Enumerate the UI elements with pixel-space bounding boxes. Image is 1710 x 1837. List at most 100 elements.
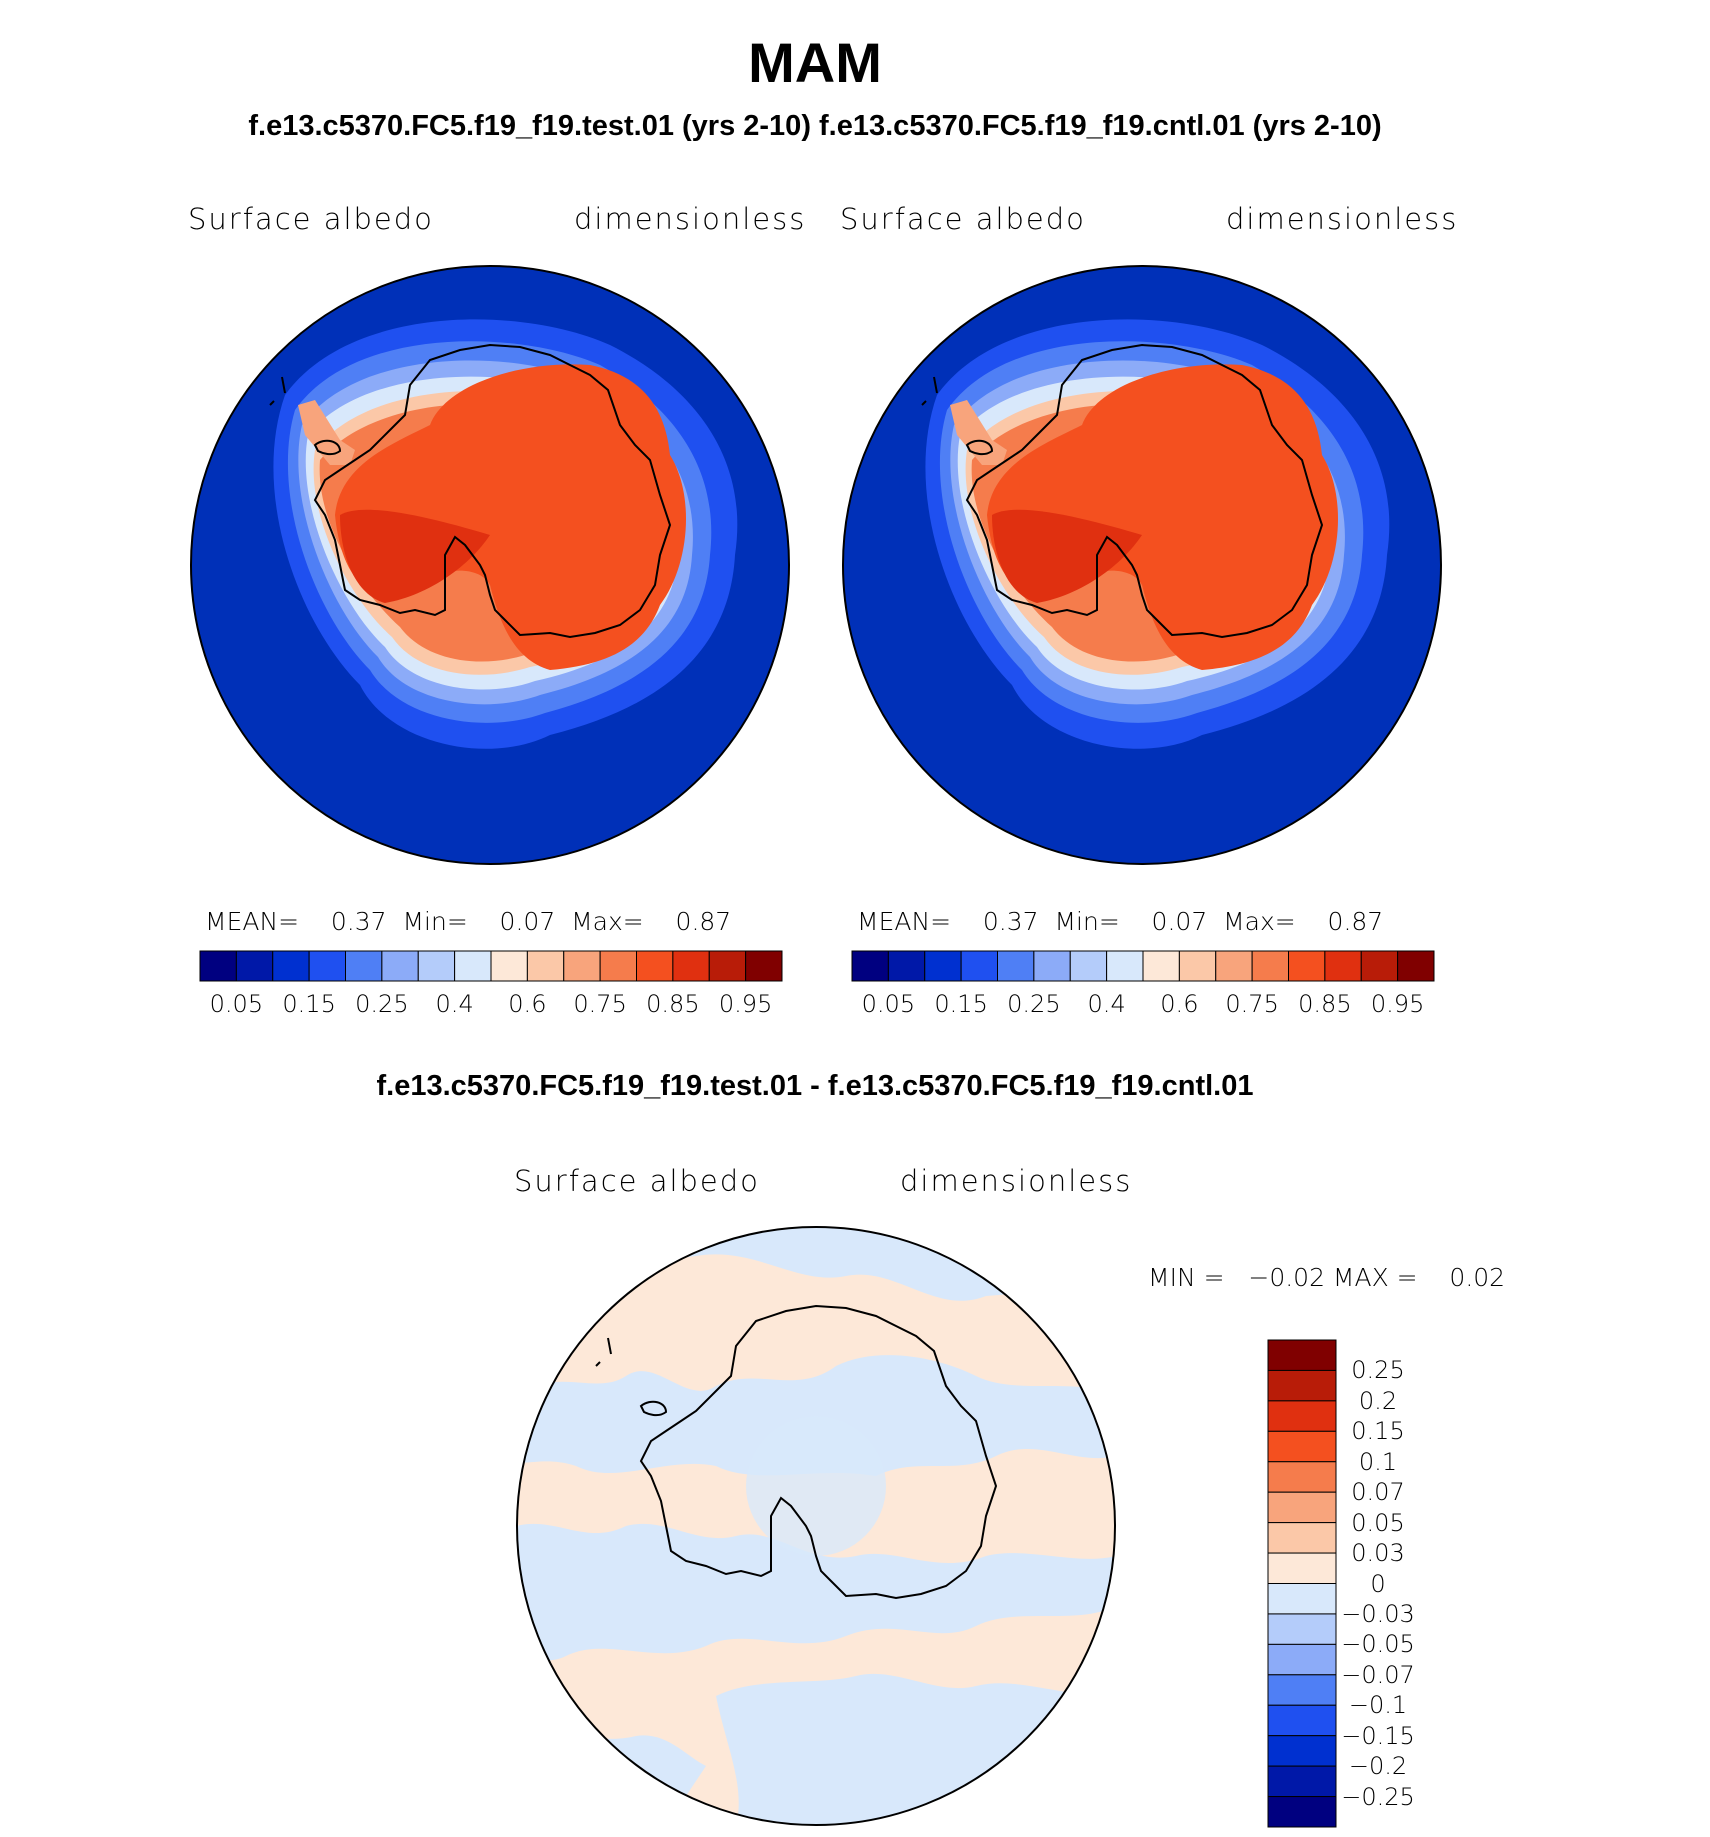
panel1-colorbar-box xyxy=(308,950,346,982)
panel2-colorbar xyxy=(851,950,1435,982)
case-subtitle: f.e13.c5370.FC5.f19_f19.test.01 (yrs 2-1… xyxy=(248,110,1382,142)
diff-colorbar-tick-label: −0.2 xyxy=(1348,1752,1408,1781)
panel2-colorbar-box xyxy=(1397,950,1435,982)
diff-colorbar-tick-label: 0.05 xyxy=(1351,1508,1405,1537)
panel1-colorbar-tick-label: 0.6 xyxy=(508,990,547,1018)
diff-colorbar-box xyxy=(1267,1491,1337,1524)
panel2-colorbar-tick-label: 0.95 xyxy=(1370,990,1425,1018)
panel1-colorbar-tick-label: 0.25 xyxy=(355,990,409,1018)
diff-colorbar-tick-label: 0.25 xyxy=(1351,1356,1405,1385)
panel2-colorbar-box xyxy=(1033,950,1071,982)
panel2-colorbar-box xyxy=(1360,950,1399,982)
panel2-colorbar-box xyxy=(960,950,998,982)
panel1-colorbar-box xyxy=(454,950,492,982)
panel2-coastline xyxy=(965,343,1324,639)
diff-colorbar-box xyxy=(1267,1674,1337,1706)
panel2-colorbar-tick-label: 0.15 xyxy=(934,990,988,1018)
panel2-colorbar-box xyxy=(1251,950,1289,982)
diff-units-label: dimensionless xyxy=(900,1164,1133,1198)
panel1-field xyxy=(191,266,789,864)
panel2-units-label: dimensionless xyxy=(1226,202,1459,236)
panel1-colorbar-box xyxy=(235,950,274,982)
panel2-map xyxy=(842,265,1442,865)
diff-colorbar-box xyxy=(1267,1613,1337,1645)
panel1-units-label: dimensionless xyxy=(574,202,807,236)
panel1-colorbar-box xyxy=(417,950,456,982)
diff-colorbar-tick-label: 0.1 xyxy=(1358,1447,1398,1476)
difference-map xyxy=(516,1226,1116,1826)
panel1-colorbar-tick-label: 0.15 xyxy=(282,990,336,1018)
panel2-field xyxy=(843,266,1441,864)
diff-colorbar-box xyxy=(1267,1552,1337,1584)
diff-colorbar xyxy=(1267,1339,1337,1828)
panel1-colorbar-box xyxy=(745,950,783,982)
panel2-colorbar-box xyxy=(851,950,889,982)
panel2-map-border xyxy=(842,265,1442,865)
panel2-colorbar-tick-label: 0.85 xyxy=(1298,990,1352,1018)
panel2-colorbar-tick-label: 0.4 xyxy=(1087,990,1126,1018)
diff-colorbar-ticks: 0.25 0.2 0.15 0.1 0.07 0.05 0.03 0 −0.03 −0.05 −0.… xyxy=(1340,1340,1420,1827)
panel2-colorbar-box xyxy=(1324,950,1362,982)
panel1-colorbar-box xyxy=(381,950,419,982)
panel2-colorbar-ticks: 0.05 0.15 0.25 0.4 0.6 0.75 0.85 0.95 xyxy=(852,990,1434,1020)
diff-colorbar-tick-label: 0.07 xyxy=(1351,1478,1405,1507)
diff-colorbar-box xyxy=(1267,1704,1337,1737)
diff-colorbar-box xyxy=(1267,1583,1337,1615)
diff-colorbar-tick-label: 0 xyxy=(1370,1569,1386,1598)
panel1-colorbar-box xyxy=(599,950,637,982)
panel1-colorbar-box xyxy=(526,950,565,982)
diff-colorbar-tick-label: −0.05 xyxy=(1341,1630,1415,1659)
difference-field xyxy=(517,1227,1115,1825)
panel1-colorbar-tick-label: 0.95 xyxy=(718,990,773,1018)
panel1-colorbar-box xyxy=(490,950,528,982)
panel1-colorbar-box xyxy=(345,950,383,982)
panel2-colorbar-box xyxy=(1215,950,1253,982)
panel2-variable-label: Surface albedo xyxy=(840,202,1086,236)
panel1-coastline xyxy=(313,343,672,639)
panel1-colorbar xyxy=(199,950,783,982)
panel2-colorbar-box xyxy=(1142,950,1180,982)
diff-colorbar-tick-label: −0.15 xyxy=(1341,1721,1415,1750)
diff-colorbar-box xyxy=(1267,1339,1337,1371)
diff-colorbar-tick-label: −0.1 xyxy=(1348,1691,1408,1720)
diff-colorbar-box xyxy=(1267,1400,1337,1432)
diff-colorbar-box xyxy=(1267,1430,1337,1463)
difference-title: f.e13.c5370.FC5.f19_f19.test.01 - f.e13.… xyxy=(376,1070,1254,1102)
diff-colorbar-box xyxy=(1267,1765,1337,1798)
panel1-colorbar-tick-label: 0.05 xyxy=(209,990,264,1018)
panel1-colorbar-box xyxy=(199,950,237,982)
diff-colorbar-tick-label: −0.25 xyxy=(1341,1782,1415,1811)
panel1-stats: MEAN= 0.37 Min= 0.07 Max= 0.87 xyxy=(205,907,732,936)
diff-colorbar-tick-label: 0.03 xyxy=(1351,1539,1405,1568)
diff-colorbar-tick-label: −0.03 xyxy=(1341,1599,1415,1628)
panel1-colorbar-box xyxy=(563,950,601,982)
panel2-colorbar-box xyxy=(1106,950,1144,982)
panel2-colorbar-tick-label: 0.05 xyxy=(861,990,916,1018)
panel1-map xyxy=(190,265,790,865)
page-title: MAM xyxy=(748,31,882,94)
diff-map-border xyxy=(516,1226,1116,1826)
diff-colorbar-box xyxy=(1267,1796,1337,1828)
diff-colorbar-box xyxy=(1267,1522,1337,1554)
panel1-colorbar-box xyxy=(672,950,710,982)
panel1-colorbar-box xyxy=(708,950,747,982)
panel1-colorbar-tick-label: 0.4 xyxy=(435,990,474,1018)
panel2-colorbar-tick-label: 0.6 xyxy=(1160,990,1199,1018)
diff-stats: MIN = −0.02 MAX = 0.02 xyxy=(1148,1263,1506,1292)
panel2-colorbar-box xyxy=(1288,950,1326,982)
diff-colorbar-tick-label: −0.07 xyxy=(1341,1660,1415,1689)
panel2-colorbar-box xyxy=(924,950,962,982)
diff-colorbar-tick-label: 0.15 xyxy=(1351,1417,1405,1446)
panel2-colorbar-box xyxy=(887,950,926,982)
panel1-colorbar-tick-label: 0.85 xyxy=(646,990,700,1018)
panel2-colorbar-box xyxy=(1069,950,1108,982)
panel1-variable-label: Surface albedo xyxy=(188,202,434,236)
panel1-colorbar-box xyxy=(636,950,674,982)
panel1-colorbar-ticks: 0.05 0.15 0.25 0.4 0.6 0.75 0.85 0.95 xyxy=(200,990,782,1020)
diff-colorbar-tick-label: 0.2 xyxy=(1358,1386,1398,1415)
diff-coastline xyxy=(639,1304,998,1600)
panel2-colorbar-tick-label: 0.75 xyxy=(1225,990,1279,1018)
panel2-colorbar-box xyxy=(1178,950,1217,982)
panel1-map-border xyxy=(190,265,790,865)
panel1-colorbar-tick-label: 0.75 xyxy=(573,990,627,1018)
